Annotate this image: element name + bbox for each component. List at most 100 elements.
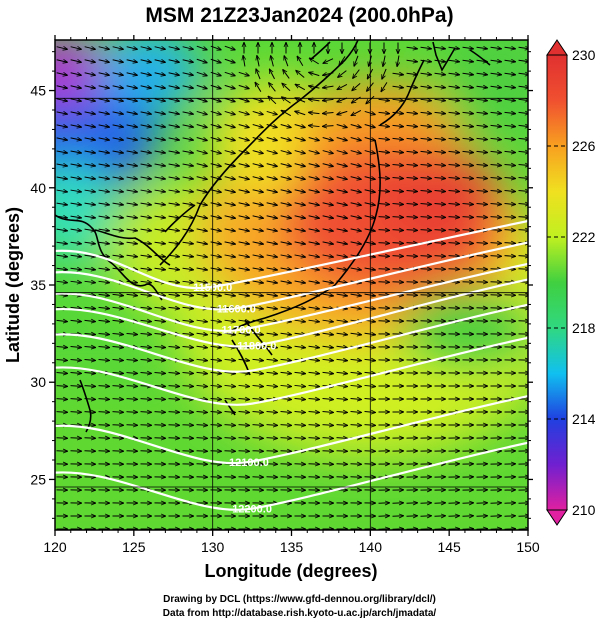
wind-arrow — [224, 425, 236, 426]
wind-arrow — [309, 99, 320, 101]
height-contour — [55, 303, 528, 373]
contour-label: 11700.0 — [221, 325, 260, 337]
wind-arrow — [322, 359, 334, 360]
wind-arrow — [476, 73, 488, 74]
wind-arrow — [168, 386, 180, 387]
wind-arrow — [168, 412, 180, 413]
wind-arrow — [322, 398, 334, 399]
wind-arrow — [98, 138, 110, 140]
wind-arrow — [266, 320, 278, 322]
colorbar-tick-label: 214 — [572, 411, 596, 427]
wind-arrow — [112, 373, 124, 374]
x-tick-label: 140 — [359, 539, 383, 555]
wind-arrow — [140, 438, 152, 439]
colorbar-tick-label: 210 — [572, 502, 596, 518]
wind-arrow — [182, 242, 194, 244]
wind-arrow — [382, 68, 387, 79]
wind-arrow — [98, 360, 110, 361]
wind-arrow — [420, 138, 432, 139]
wind-arrow — [308, 320, 320, 322]
wind-arrow — [210, 464, 222, 465]
wind-arrow — [238, 123, 250, 127]
wind-arrow — [322, 151, 334, 154]
wind-arrow — [406, 204, 418, 205]
wind-arrow — [448, 217, 460, 218]
wind-arrow — [126, 386, 138, 387]
wind-arrow — [383, 55, 385, 67]
wind-arrow — [280, 164, 292, 167]
wind-arrow — [420, 204, 432, 205]
wind-arrow — [238, 164, 250, 167]
wind-arrow — [196, 412, 208, 413]
wind-arrow — [350, 164, 362, 167]
wind-arrow — [224, 190, 236, 193]
wind-arrow — [308, 359, 320, 360]
wind-arrow — [126, 190, 138, 192]
wind-arrow — [112, 216, 124, 218]
coastlines — [55, 40, 491, 433]
wind-arrow — [196, 385, 208, 386]
wind-arrow — [70, 99, 82, 101]
wind-arrow — [252, 464, 264, 465]
wind-arrow — [238, 84, 249, 88]
wind-arrow — [266, 229, 278, 231]
wind-arrow — [126, 294, 138, 295]
wind-arrow — [280, 123, 292, 127]
wind-arrow — [308, 242, 320, 244]
wind-arrow — [168, 281, 180, 282]
wind-arrow — [238, 110, 250, 114]
wind-arrow — [323, 86, 334, 88]
wind-arrow — [322, 177, 334, 180]
wind-arrow — [350, 385, 362, 386]
wind-arrow — [308, 438, 320, 439]
wind-arrow — [70, 255, 82, 257]
wind-arrow — [140, 60, 152, 63]
wind-arrow — [281, 110, 292, 117]
wind-arrow — [462, 269, 474, 270]
x-tick-label: 130 — [201, 539, 225, 555]
wind-arrow — [378, 282, 390, 283]
wind-arrow — [84, 320, 96, 321]
wind-arrow — [224, 84, 235, 88]
wind-arrow — [154, 86, 166, 88]
wind-arrow — [294, 203, 306, 205]
wind-arrow — [476, 164, 488, 165]
wind-arrow — [294, 307, 306, 309]
wind-arrow — [112, 151, 124, 153]
wind-arrow — [56, 138, 68, 140]
wind-arrow — [336, 320, 348, 322]
wind-arrow — [84, 125, 96, 127]
wind-arrow — [504, 164, 516, 165]
wind-arrow — [490, 60, 502, 62]
wind-arrow — [392, 86, 404, 87]
wind-arrow — [126, 86, 138, 88]
wind-arrow — [434, 138, 446, 139]
wind-arrow — [56, 99, 68, 101]
wind-arrow — [56, 412, 68, 413]
wind-arrow — [168, 373, 180, 374]
wind-arrow — [224, 138, 236, 141]
wind-arrow — [196, 151, 208, 154]
wind-arrow — [406, 138, 418, 139]
wind-arrow — [168, 242, 180, 244]
wind-arrow — [476, 204, 488, 205]
wind-arrow — [252, 97, 264, 101]
wind-arrow — [140, 86, 152, 88]
wind-arrow — [84, 333, 96, 334]
wind-arrow — [294, 229, 306, 231]
wind-arrow — [154, 47, 166, 50]
wind-arrow — [56, 164, 68, 166]
wind-arrow — [56, 86, 68, 88]
wind-arrow — [336, 190, 348, 193]
wind-arrow — [84, 47, 96, 50]
credit-data: Data from http://database.rish.kyoto-u.a… — [162, 608, 437, 619]
wind-arrow — [322, 190, 334, 193]
wind-arrow — [420, 191, 432, 192]
wind-arrow — [308, 255, 320, 257]
wind-arrow — [378, 164, 390, 165]
wind-arrow — [98, 151, 110, 153]
wind-arrow — [420, 177, 432, 178]
wind-arrow — [392, 256, 404, 257]
contour-label: 12100.0 — [229, 457, 269, 469]
wind-arrow — [462, 151, 474, 152]
